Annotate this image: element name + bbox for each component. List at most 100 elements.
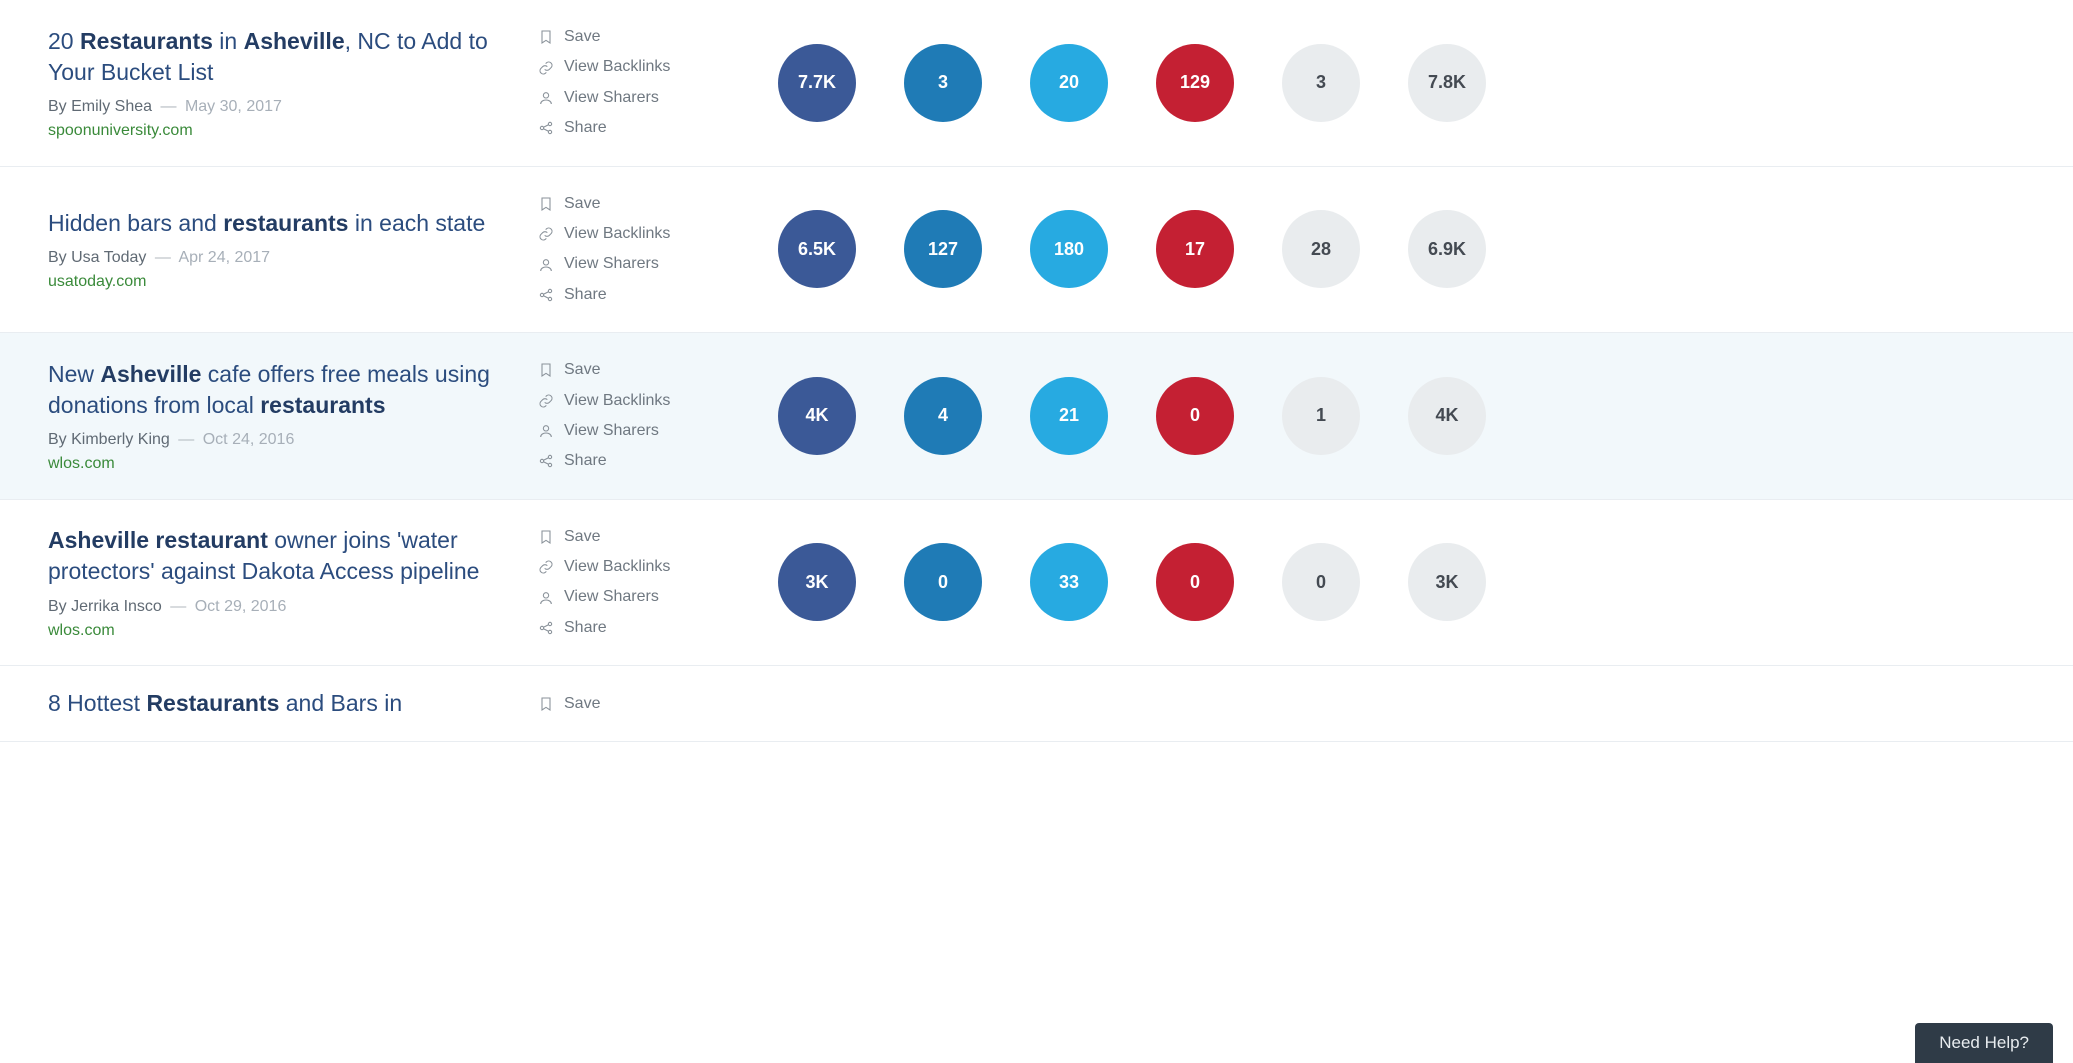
actions-column: Save View Backlinks View Sharers Share (538, 189, 738, 311)
author: Emily Shea (71, 98, 152, 115)
byline: By Kimberly King — Oct 24, 2016 (48, 431, 518, 449)
metric-linkedin[interactable]: 3 (904, 44, 982, 122)
metric-total[interactable]: 4K (1408, 377, 1486, 455)
result-row: Asheville restaurant owner joins 'water … (0, 500, 2073, 667)
actions-column: Save View Backlinks View Sharers Share (538, 22, 738, 144)
result-title-link[interactable]: Hidden bars and restaurants in each stat… (48, 208, 518, 239)
metric-facebook[interactable]: 3K (778, 543, 856, 621)
metric-total[interactable]: 7.8K (1408, 44, 1486, 122)
metric-pinterest[interactable]: 17 (1156, 210, 1234, 288)
link-icon (538, 393, 554, 409)
share-action[interactable]: Share (538, 613, 728, 643)
metric-total[interactable]: 3K (1408, 543, 1486, 621)
result-row: Hidden bars and restaurants in each stat… (0, 167, 2073, 334)
metric-other[interactable]: 0 (1282, 543, 1360, 621)
bookmark-icon (538, 529, 554, 545)
help-widget[interactable]: Need Help? (1915, 1023, 2053, 1063)
byline-dash: — (170, 598, 186, 615)
metric-facebook[interactable]: 7.7K (778, 44, 856, 122)
bookmark-icon (538, 29, 554, 45)
save-action[interactable]: Save (538, 22, 728, 52)
metric-total[interactable]: 6.9K (1408, 210, 1486, 288)
bookmark-icon (538, 696, 554, 712)
title-column: 20 Restaurants in Asheville, NC to Add t… (48, 26, 538, 140)
metric-twitter[interactable]: 20 (1030, 44, 1108, 122)
result-row: 8 Hottest Restaurants and Bars in Save (0, 666, 2073, 742)
byline-dash: — (161, 98, 177, 115)
link-icon (538, 226, 554, 242)
share-label: Share (564, 613, 607, 643)
metric-twitter[interactable]: 180 (1030, 210, 1108, 288)
source-domain[interactable]: wlos.com (48, 622, 518, 640)
user-icon (538, 257, 554, 273)
save-action[interactable]: Save (538, 189, 728, 219)
metric-twitter[interactable]: 21 (1030, 377, 1108, 455)
view-sharers-action[interactable]: View Sharers (538, 249, 728, 279)
view-backlinks-action[interactable]: View Backlinks (538, 219, 728, 249)
metric-pinterest[interactable]: 0 (1156, 377, 1234, 455)
metric-pinterest[interactable]: 129 (1156, 44, 1234, 122)
source-domain[interactable]: wlos.com (48, 455, 518, 473)
view-sharers-action[interactable]: View Sharers (538, 582, 728, 612)
metric-linkedin[interactable]: 0 (904, 543, 982, 621)
title-column: Asheville restaurant owner joins 'water … (48, 525, 538, 639)
share-action[interactable]: Share (538, 446, 728, 476)
metric-other[interactable]: 28 (1282, 210, 1360, 288)
metric-facebook[interactable]: 4K (778, 377, 856, 455)
save-label: Save (564, 522, 600, 552)
share-action[interactable]: Share (538, 113, 728, 143)
save-label: Save (564, 22, 600, 52)
date: Apr 24, 2017 (178, 249, 270, 266)
result-title-link[interactable]: New Asheville cafe offers free meals usi… (48, 359, 518, 421)
actions-column: Save (538, 689, 738, 719)
metrics-column: 7.7K 3 20 129 3 7.8K (738, 44, 2073, 122)
view-sharers-action[interactable]: View Sharers (538, 416, 728, 446)
share-icon (538, 620, 554, 636)
bookmark-icon (538, 362, 554, 378)
view-backlinks-action[interactable]: View Backlinks (538, 52, 728, 82)
share-action[interactable]: Share (538, 280, 728, 310)
view-backlinks-action[interactable]: View Backlinks (538, 386, 728, 416)
title-column: Hidden bars and restaurants in each stat… (48, 208, 538, 291)
actions-column: Save View Backlinks View Sharers Share (538, 355, 738, 477)
save-action[interactable]: Save (538, 355, 728, 385)
view-sharers-label: View Sharers (564, 582, 659, 612)
result-title-link[interactable]: 8 Hottest Restaurants and Bars in (48, 688, 518, 719)
results-list: 20 Restaurants in Asheville, NC to Add t… (0, 0, 2073, 742)
author: Kimberly King (71, 431, 170, 448)
save-action[interactable]: Save (538, 689, 728, 719)
metric-linkedin[interactable]: 4 (904, 377, 982, 455)
link-icon (538, 60, 554, 76)
byline: By Emily Shea — May 30, 2017 (48, 98, 518, 116)
view-backlinks-label: View Backlinks (564, 552, 670, 582)
user-icon (538, 90, 554, 106)
author: Jerrika Insco (71, 598, 162, 615)
user-icon (538, 590, 554, 606)
view-sharers-label: View Sharers (564, 249, 659, 279)
view-backlinks-action[interactable]: View Backlinks (538, 552, 728, 582)
save-action[interactable]: Save (538, 522, 728, 552)
title-column: New Asheville cafe offers free meals usi… (48, 359, 538, 473)
source-domain[interactable]: usatoday.com (48, 273, 518, 291)
metrics-column: 3K 0 33 0 0 3K (738, 543, 2073, 621)
result-row: New Asheville cafe offers free meals usi… (0, 333, 2073, 500)
metric-pinterest[interactable]: 0 (1156, 543, 1234, 621)
user-icon (538, 423, 554, 439)
share-label: Share (564, 446, 607, 476)
metric-linkedin[interactable]: 127 (904, 210, 982, 288)
metric-facebook[interactable]: 6.5K (778, 210, 856, 288)
metric-twitter[interactable]: 33 (1030, 543, 1108, 621)
metrics-column: 4K 4 21 0 1 4K (738, 377, 2073, 455)
metric-other[interactable]: 1 (1282, 377, 1360, 455)
metric-other[interactable]: 3 (1282, 44, 1360, 122)
result-title-link[interactable]: 20 Restaurants in Asheville, NC to Add t… (48, 26, 518, 88)
result-title-link[interactable]: Asheville restaurant owner joins 'water … (48, 525, 518, 587)
byline: By Usa Today — Apr 24, 2017 (48, 249, 518, 267)
source-domain[interactable]: spoonuniversity.com (48, 122, 518, 140)
view-sharers-action[interactable]: View Sharers (538, 83, 728, 113)
byline: By Jerrika Insco — Oct 29, 2016 (48, 598, 518, 616)
byline-dash: — (178, 431, 194, 448)
save-label: Save (564, 189, 600, 219)
view-backlinks-label: View Backlinks (564, 52, 670, 82)
author: Usa Today (71, 249, 146, 266)
